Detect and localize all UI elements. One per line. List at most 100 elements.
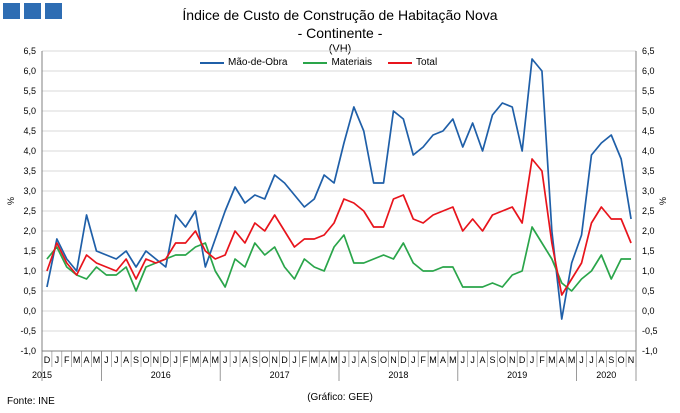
y-tick-label-left: 0,5 — [23, 286, 36, 296]
chart-legend: Mão-de-Obra Materiais Total — [200, 57, 453, 68]
x-tick-label: M — [330, 355, 338, 365]
y-tick-label-left: 2,0 — [23, 226, 36, 236]
y-tick-label-left: 4,0 — [23, 146, 36, 156]
x-tick-label: A — [84, 355, 90, 365]
x-tick-label: D — [400, 355, 407, 365]
x-tick-label: D — [163, 355, 170, 365]
credit-note: (Gráfico: GEE) — [307, 392, 373, 403]
y-tick-label-left: -1,0 — [20, 346, 36, 356]
logo-block-3 — [45, 3, 62, 19]
x-tick-label: F — [539, 355, 545, 365]
x-tick-label: J — [55, 355, 60, 365]
x-tick-label: J — [411, 355, 416, 365]
y-axis-label-left: % — [6, 197, 16, 205]
x-tick-label: N — [628, 355, 635, 365]
year-label: 2020 — [596, 370, 616, 380]
y-tick-label-left: 6,0 — [23, 66, 36, 76]
y-tick-label-right: 1,5 — [642, 246, 655, 256]
x-tick-label: O — [380, 355, 387, 365]
x-tick-label: A — [123, 355, 129, 365]
x-tick-label: D — [519, 355, 526, 365]
x-tick-label: J — [233, 355, 238, 365]
x-tick-label: J — [589, 355, 594, 365]
x-tick-label: M — [568, 355, 576, 365]
y-tick-label-left: 5,0 — [23, 106, 36, 116]
x-tick-label: S — [489, 355, 495, 365]
x-tick-label: J — [292, 355, 297, 365]
y-tick-label-right: 0,0 — [642, 306, 655, 316]
x-tick-label: N — [509, 355, 516, 365]
x-tick-label: A — [242, 355, 248, 365]
ine-logo — [3, 3, 62, 19]
y-tick-label-left: 1,5 — [23, 246, 36, 256]
x-tick-label: N — [271, 355, 278, 365]
x-tick-label: M — [192, 355, 200, 365]
y-axis-label-right: % — [658, 197, 668, 205]
x-tick-label: A — [559, 355, 565, 365]
chart-header: Índice de Custo de Construção de Habitaç… — [0, 6, 680, 56]
y-tick-label-left: 0,0 — [23, 306, 36, 316]
chart-unit: (VH) — [328, 43, 352, 55]
y-tick-label-right: 6,0 — [642, 66, 655, 76]
x-tick-label: M — [311, 355, 319, 365]
y-tick-label-right: 6,5 — [642, 46, 655, 56]
y-tick-label-left: 1,0 — [23, 266, 36, 276]
x-tick-label: J — [342, 355, 347, 365]
x-tick-label: J — [104, 355, 109, 365]
chart-title: Índice de Custo de Construção de Habitaç… — [182, 7, 498, 23]
y-tick-label-left: 2,5 — [23, 206, 36, 216]
x-tick-label: A — [598, 355, 604, 365]
x-tick-label: A — [321, 355, 327, 365]
x-tick-label: S — [371, 355, 377, 365]
year-label: 2015 — [32, 370, 52, 380]
x-tick-label: A — [440, 355, 446, 365]
y-tick-label-right: 4,0 — [642, 146, 655, 156]
x-tick-label: J — [579, 355, 584, 365]
x-tick-label: M — [429, 355, 437, 365]
x-tick-label: M — [73, 355, 81, 365]
y-tick-label-left: 4,5 — [23, 126, 36, 136]
legend-label: Total — [416, 57, 438, 68]
y-tick-label-right: -0,5 — [642, 326, 658, 336]
x-tick-label: A — [480, 355, 486, 365]
x-tick-label: O — [499, 355, 506, 365]
x-tick-label: M — [449, 355, 457, 365]
x-tick-label: J — [530, 355, 535, 365]
x-tick-label: N — [153, 355, 160, 365]
x-tick-label: D — [281, 355, 288, 365]
y-tick-label-right: 4,5 — [642, 126, 655, 136]
legend-item: Mão-de-Obra — [200, 57, 287, 68]
y-tick-label-left: 3,0 — [23, 186, 36, 196]
x-tick-label: O — [261, 355, 268, 365]
x-tick-label: S — [133, 355, 139, 365]
x-tick-label: J — [114, 355, 119, 365]
x-tick-label: M — [93, 355, 101, 365]
legend-swatch — [200, 61, 224, 64]
legend-swatch — [388, 61, 413, 64]
x-tick-label: O — [142, 355, 149, 365]
legend-label: Materiais — [331, 57, 373, 68]
x-tick-label: M — [212, 355, 220, 365]
chart-subtitle: - Continente - — [297, 25, 383, 41]
x-tick-label: S — [252, 355, 258, 365]
legend-item: Total — [388, 57, 437, 68]
x-tick-label: N — [390, 355, 397, 365]
y-tick-label-left: -0,5 — [20, 326, 36, 336]
x-tick-label: J — [470, 355, 475, 365]
legend-swatch — [303, 61, 328, 64]
x-tick-label: D — [44, 355, 51, 365]
year-label: 2017 — [270, 370, 290, 380]
year-label: 2018 — [388, 370, 408, 380]
x-tick-label: A — [361, 355, 367, 365]
y-tick-label-right: 5,0 — [642, 106, 655, 116]
y-tick-label-right: 5,5 — [642, 86, 655, 96]
x-tick-label: M — [548, 355, 556, 365]
logo-block-2 — [24, 3, 41, 19]
x-tick-label: F — [302, 355, 308, 365]
x-tick-label: F — [64, 355, 70, 365]
x-tick-label: F — [183, 355, 189, 365]
y-tick-label-right: 2,0 — [642, 226, 655, 236]
x-tick-label: J — [461, 355, 466, 365]
y-tick-label-left: 6,5 — [23, 46, 36, 56]
